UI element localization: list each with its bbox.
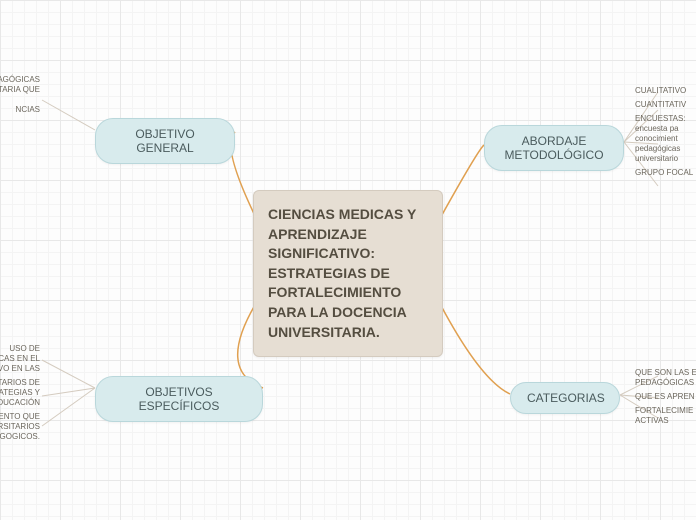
leaf-group: USO DE CAS EN EL TIVO EN LAS ERSITARIOS D… (0, 344, 40, 446)
leaf-item: QUE ES APREN (635, 392, 696, 402)
center-text: CIENCIAS MEDICAS Y APRENDIZAJE SIGNIFICA… (268, 206, 416, 340)
leaf-group: CUALITATIVO CUANTITATIV ENCUESTAS: encuest… (635, 86, 696, 182)
leaf-item: ERSITARIOS DE ESTRATEGIAS Y EN EDUCACIÓN (0, 378, 40, 408)
leaf-item: USO DE CAS EN EL TIVO EN LAS (0, 344, 40, 374)
branch-label: OBJETIVOS ESPECÍFICOS (139, 385, 220, 413)
branch-label: ABORDAJE METODOLÓGICO (504, 134, 603, 162)
leaf-group: QUE SON LAS E PEDAGÓGICAS QUE ES APREN FOR… (635, 368, 696, 430)
leaf-item: FORTALECIMIE ACTIVAS (635, 406, 696, 426)
leaf-item: QUE SON LAS E PEDAGÓGICAS (635, 368, 696, 388)
leaf-item: PEDAGÓGICAS TARIA QUE NCIAS (0, 75, 40, 115)
branch-obj-general[interactable]: OBJETIVO GENERAL (95, 118, 235, 164)
connector-path (42, 388, 95, 396)
leaf-item: GRUPO FOCAL (635, 168, 696, 178)
branch-abordaje[interactable]: ABORDAJE METODOLÓGICO (484, 125, 624, 171)
leaf-item: MIENTO QUE UNIVERSITARIOS AGOGICOS. (0, 412, 40, 442)
leaf-item: ENCUESTAS: encuesta pa conocimient pedag… (635, 114, 696, 164)
leaf-group: PEDAGÓGICAS TARIA QUE NCIAS (0, 75, 40, 119)
leaf-item: CUALITATIVO (635, 86, 696, 96)
connector-path (42, 360, 95, 388)
branch-obj-especificos[interactable]: OBJETIVOS ESPECÍFICOS (95, 376, 263, 422)
leaf-item: CUANTITATIV (635, 100, 696, 110)
branch-label: OBJETIVO GENERAL (135, 127, 194, 155)
connector-path (42, 100, 95, 130)
center-node[interactable]: CIENCIAS MEDICAS Y APRENDIZAJE SIGNIFICA… (253, 190, 443, 357)
branch-label: CATEGORIAS (527, 391, 605, 405)
connector-path (42, 388, 95, 426)
branch-categorias[interactable]: CATEGORIAS (510, 382, 620, 414)
connector-path (438, 300, 510, 394)
connector-path (438, 145, 484, 222)
